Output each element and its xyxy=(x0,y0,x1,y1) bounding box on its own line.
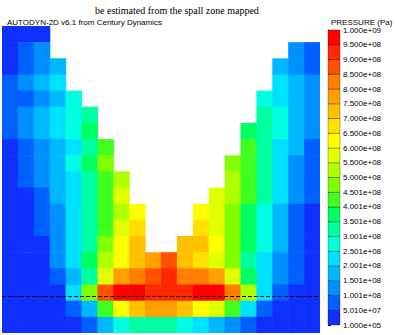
svg-text:be estimated from the spall zo: be estimated from the spall zone mapped xyxy=(95,5,259,16)
svg-text:6.500e+08: 6.500e+08 xyxy=(343,129,382,138)
svg-text:AUTODYN-2D v6.1 from Century D: AUTODYN-2D v6.1 from Century Dynamics xyxy=(7,18,162,27)
svg-text:7.500e+08: 7.500e+08 xyxy=(343,99,382,108)
svg-text:8.500e+08: 8.500e+08 xyxy=(343,70,382,79)
svg-text:1.000e+05: 1.000e+05 xyxy=(343,321,382,330)
svg-text:9.000e+08: 9.000e+08 xyxy=(343,55,382,64)
svg-text:3.501e+08: 3.501e+08 xyxy=(343,217,382,226)
svg-text:1.000e+09: 1.000e+09 xyxy=(343,26,382,35)
svg-text:5.000e+08: 5.000e+08 xyxy=(343,173,382,182)
svg-text:1.001e+08: 1.001e+08 xyxy=(343,291,382,300)
svg-text:8.000e+08: 8.000e+08 xyxy=(343,85,382,94)
svg-text:5.010e+07: 5.010e+07 xyxy=(343,306,382,315)
svg-text:3.001e+08: 3.001e+08 xyxy=(343,232,382,241)
svg-text:5.500e+08: 5.500e+08 xyxy=(343,158,382,167)
svg-text:4.501e+08: 4.501e+08 xyxy=(343,188,382,197)
svg-text:PRESSURE (Pa): PRESSURE (Pa) xyxy=(331,18,393,27)
svg-text:9.500e+08: 9.500e+08 xyxy=(343,40,382,49)
svg-text:7.000e+08: 7.000e+08 xyxy=(343,114,382,123)
svg-text:4.001e+08: 4.001e+08 xyxy=(343,202,382,211)
svg-text:2.001e+08: 2.001e+08 xyxy=(343,261,382,270)
svg-text:6.000e+08: 6.000e+08 xyxy=(343,144,382,153)
svg-text:2.501e+08: 2.501e+08 xyxy=(343,247,382,256)
svg-text:1.501e+08: 1.501e+08 xyxy=(343,276,382,285)
